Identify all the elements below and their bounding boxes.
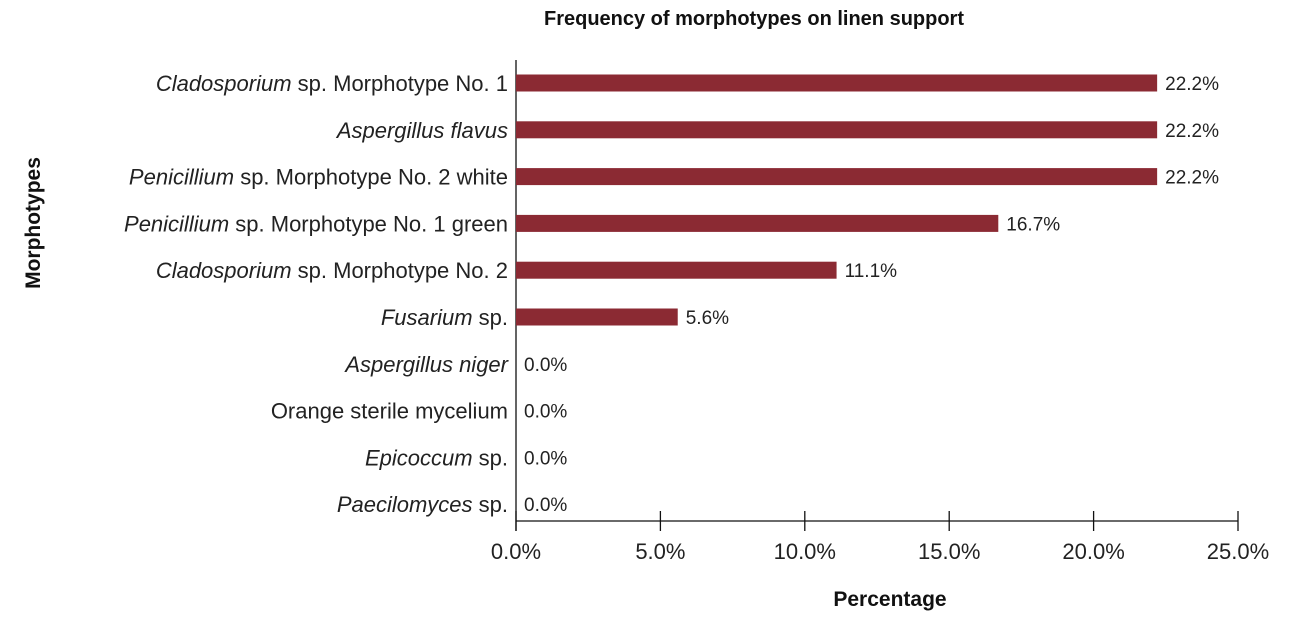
category-label: Cladosporium sp. Morphotype No. 2 xyxy=(156,258,508,283)
value-label: 16.7% xyxy=(1006,214,1060,235)
value-label: 5.6% xyxy=(686,308,729,329)
x-tick-label: 25.0% xyxy=(1207,539,1269,564)
bar xyxy=(516,261,837,279)
x-tick-label: 0.0% xyxy=(491,539,541,564)
category-label: Penicillium sp. Morphotype No. 1 green xyxy=(124,211,508,236)
x-axis-label: Percentage xyxy=(833,588,946,611)
category-label: Paecilomyces sp. xyxy=(337,492,508,517)
y-axis-label: Morphotypes xyxy=(22,157,45,289)
value-label: 11.1% xyxy=(845,261,898,282)
x-tick-label: 10.0% xyxy=(774,539,836,564)
category-label: Fusarium sp. xyxy=(381,305,508,330)
category-label: Epicoccum sp. xyxy=(365,445,508,470)
category-label: Cladosporium sp. Morphotype No. 1 xyxy=(156,71,508,96)
value-label: 22.2% xyxy=(1165,121,1219,142)
bar xyxy=(516,214,999,232)
value-label: 0.0% xyxy=(524,448,567,469)
value-label: 0.0% xyxy=(524,355,567,376)
category-label: Aspergillus niger xyxy=(343,352,509,377)
x-tick-label: 20.0% xyxy=(1062,539,1124,564)
x-tick-label: 15.0% xyxy=(918,539,980,564)
value-label: 0.0% xyxy=(524,495,567,516)
value-label: 0.0% xyxy=(524,402,567,423)
bar xyxy=(516,168,1158,186)
chart-title: Frequency of morphotypes on linen suppor… xyxy=(544,8,964,30)
value-label: 22.2% xyxy=(1165,168,1219,189)
category-label: Orange sterile mycelium xyxy=(271,399,508,424)
bar xyxy=(516,121,1158,139)
bar xyxy=(516,308,678,326)
bar xyxy=(516,74,1158,92)
category-label: Aspergillus flavus xyxy=(335,118,508,143)
category-label: Penicillium sp. Morphotype No. 2 white xyxy=(129,165,508,190)
x-tick-label: 5.0% xyxy=(635,539,685,564)
value-label: 22.2% xyxy=(1165,74,1219,95)
